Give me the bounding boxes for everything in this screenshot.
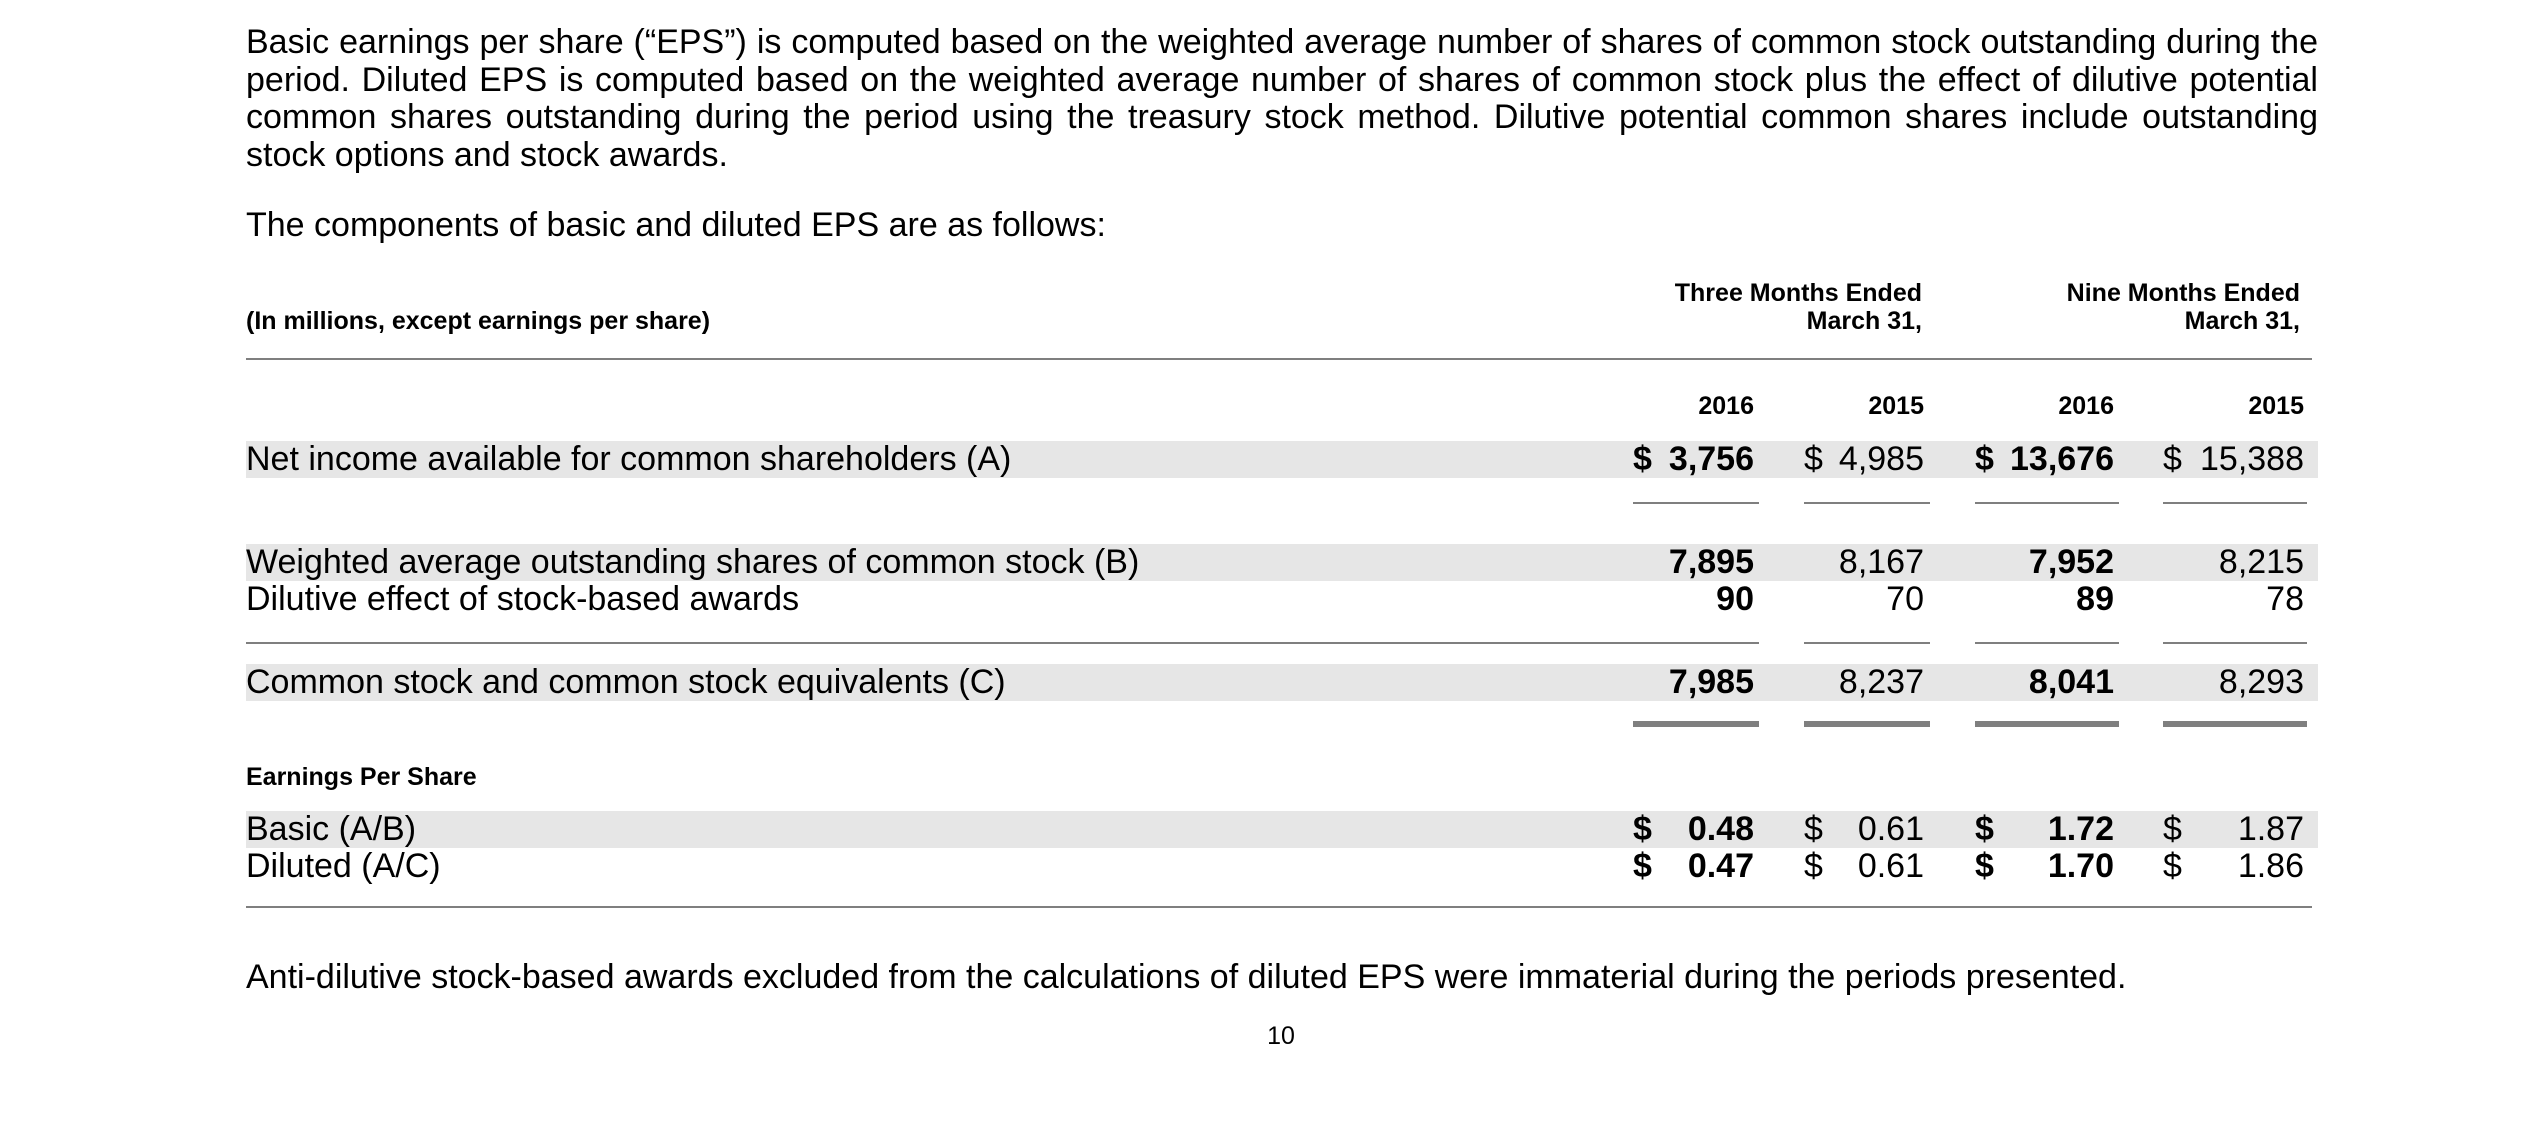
- net-income-nine-months-2015: 15,388: [2200, 440, 2304, 478]
- header-rule: [246, 358, 2312, 360]
- dilutive-effect-nine-months-2015: 78: [2266, 580, 2304, 618]
- currency-symbol: $: [1975, 810, 1994, 848]
- row-band: [246, 664, 2318, 701]
- net-income-three-months-2015: 4,985: [1838, 440, 1924, 478]
- diluted-eps-three-months-2015: 0.61: [1857, 847, 1924, 885]
- currency-symbol: $: [1633, 810, 1652, 848]
- currency-symbol: $: [1633, 440, 1652, 478]
- currency-symbol: $: [2163, 847, 2182, 885]
- dilutive-effect-label: Dilutive effect of stock-based awards: [246, 580, 800, 618]
- currency-symbol: $: [1804, 440, 1823, 478]
- nine-months-header-line2: March 31,: [2184, 307, 2300, 335]
- currency-symbol: $: [2163, 810, 2182, 848]
- table-bottom-rule: [246, 906, 2312, 908]
- common-stock-equivalents-nine-months-2016: 8,041: [2028, 663, 2114, 701]
- dilutive-effect-three-months-2015: 70: [1886, 580, 1924, 618]
- common-stock-equivalents-three-months-2016: 7,985: [1668, 663, 1754, 701]
- subtotal-rule: [2163, 502, 2307, 504]
- subtotal-rule: [1804, 502, 1930, 504]
- double-underline: [1975, 721, 2119, 727]
- common-stock-equivalents-nine-months-2015: 8,293: [2218, 663, 2304, 701]
- subtotal-rule: [1633, 502, 1759, 504]
- subtotal-rule: [1975, 642, 2119, 644]
- currency-symbol: $: [1804, 810, 1823, 848]
- net-income-label: Net income available for common sharehol…: [246, 440, 1012, 478]
- currency-symbol: $: [2163, 440, 2182, 478]
- row-band: [246, 544, 2318, 581]
- currency-symbol: $: [1804, 847, 1823, 885]
- components-intro-paragraph: The components of basic and diluted EPS …: [246, 206, 1106, 244]
- weighted-average-nine-months-2015: 8,215: [2218, 543, 2304, 581]
- basic-eps-label: Basic (A/B): [246, 810, 417, 848]
- dilutive-effect-three-months-2016: 90: [1716, 580, 1754, 618]
- three-months-header-line2: March 31,: [1806, 307, 1922, 335]
- year-header-nine-months-2016: 2016: [2058, 392, 2114, 420]
- basic-eps-three-months-2016: 0.48: [1687, 810, 1754, 848]
- eps-definition-paragraph: Basic earnings per share (“EPS”) is comp…: [246, 23, 2318, 174]
- row-band: [246, 441, 2318, 478]
- diluted-eps-three-months-2016: 0.47: [1687, 847, 1754, 885]
- nine-months-header-line1: Nine Months Ended: [2066, 279, 2300, 307]
- weighted-average-label: Weighted average outstanding shares of c…: [246, 543, 1140, 581]
- page-number: 10: [1267, 1022, 1295, 1050]
- earnings-per-share-heading: Earnings Per Share: [246, 763, 477, 791]
- year-header-three-months-2016: 2016: [1698, 392, 1754, 420]
- net-income-three-months-2016: 3,756: [1668, 440, 1754, 478]
- three-months-header: Three Months Ended March 31,: [1520, 279, 1922, 335]
- double-underline: [1633, 721, 1759, 727]
- three-months-header-line1: Three Months Ended: [1674, 279, 1922, 307]
- weighted-average-nine-months-2016: 7,952: [2028, 543, 2114, 581]
- common-stock-equivalents-label: Common stock and common stock equivalent…: [246, 663, 1006, 701]
- common-stock-equivalents-three-months-2015: 8,237: [1838, 663, 1924, 701]
- year-header-three-months-2015: 2015: [1868, 392, 1924, 420]
- currency-symbol: $: [1975, 847, 1994, 885]
- double-underline: [2163, 721, 2307, 727]
- section-rule: [246, 642, 1759, 644]
- weighted-average-three-months-2016: 7,895: [1668, 543, 1754, 581]
- diluted-eps-nine-months-2016: 1.70: [2047, 847, 2114, 885]
- basic-eps-nine-months-2016: 1.72: [2047, 810, 2114, 848]
- row-band: [246, 811, 2318, 848]
- currency-symbol: $: [1633, 847, 1652, 885]
- year-header-nine-months-2015: 2015: [2248, 392, 2304, 420]
- basic-eps-nine-months-2015: 1.87: [2237, 810, 2304, 848]
- double-underline: [1804, 721, 1930, 727]
- net-income-nine-months-2016: 13,676: [2010, 440, 2114, 478]
- diluted-eps-label: Diluted (A/C): [246, 847, 441, 885]
- dilutive-effect-nine-months-2016: 89: [2076, 580, 2114, 618]
- nine-months-header: Nine Months Ended March 31,: [1900, 279, 2300, 335]
- diluted-eps-nine-months-2015: 1.86: [2237, 847, 2304, 885]
- currency-symbol: $: [1975, 440, 1994, 478]
- subtotal-rule: [1975, 502, 2119, 504]
- anti-dilutive-note: Anti-dilutive stock-based awards exclude…: [246, 958, 2127, 996]
- weighted-average-three-months-2015: 8,167: [1838, 543, 1924, 581]
- subtotal-rule: [1804, 642, 1930, 644]
- units-label: (In millions, except earnings per share): [246, 307, 711, 335]
- subtotal-rule: [2163, 642, 2307, 644]
- basic-eps-three-months-2015: 0.61: [1857, 810, 1924, 848]
